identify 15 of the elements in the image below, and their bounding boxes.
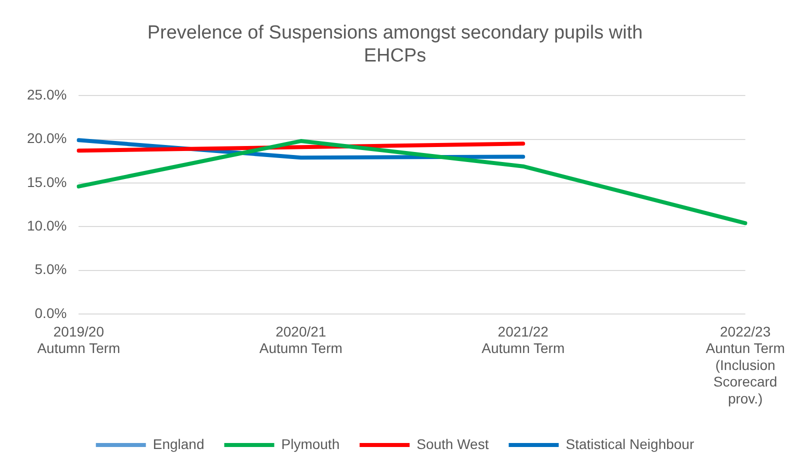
legend-label: England: [152, 436, 204, 452]
y-tick-label: 20.0%: [26, 130, 67, 146]
x-tick-label: 2020/21 Autumn Term: [259, 323, 342, 356]
legend-label: Statistical Neighbour: [566, 436, 694, 452]
y-tick-label: 0.0%: [34, 304, 67, 321]
x-tick-label: 2022/23 Auntun Term (Inclusion Scorecard prov.): [706, 323, 785, 406]
y-tick-label: 5.0%: [34, 261, 67, 278]
y-tick-label: 15.0%: [26, 174, 67, 190]
y-tick-label: 25.0%: [26, 86, 67, 102]
legend-label: South West: [416, 436, 489, 452]
x-tick-label: 2019/20 Autumn Term: [37, 323, 120, 356]
chart-title: Prevelence of Suspensions amongst secondary pupils with EHCPs: [147, 22, 643, 66]
x-tick-label: 2021/22 Autumn Term: [482, 323, 565, 356]
legend-label: Plymouth: [281, 436, 340, 452]
y-tick-label: 10.0%: [26, 218, 67, 234]
